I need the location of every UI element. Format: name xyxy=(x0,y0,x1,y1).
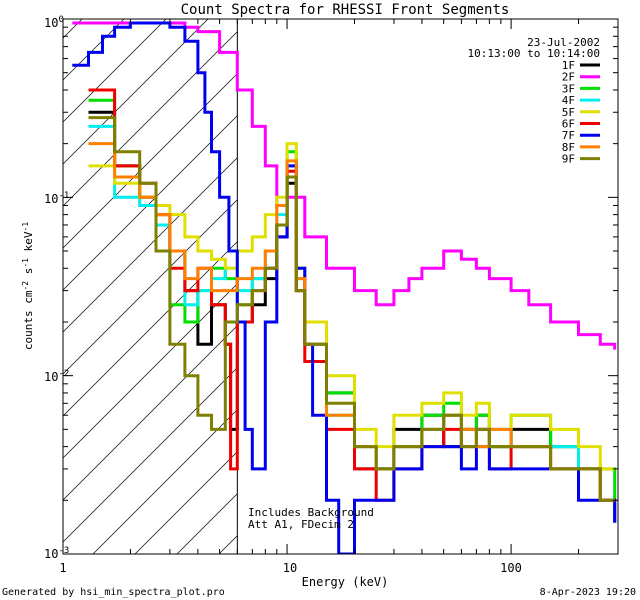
axis-ticks xyxy=(62,19,619,555)
legend-label-5F: 5F xyxy=(562,106,575,119)
series-1F-line xyxy=(88,110,617,523)
legend-label-2F: 2F xyxy=(562,71,575,84)
hatch-line xyxy=(63,115,238,291)
legend-label-4F: 4F xyxy=(562,94,575,107)
series-7F-line xyxy=(72,21,617,554)
legend-label-3F: 3F xyxy=(562,82,575,95)
chart-title: Count Spectra for RHESSI Front Segments xyxy=(181,2,510,18)
y-axis-label: counts cm-2 s-1 keV-1 xyxy=(21,222,35,350)
hatch-line xyxy=(63,367,238,543)
series-group xyxy=(72,21,617,554)
x-tick-label-0: 1 xyxy=(59,561,66,575)
observation-time-range: 10:13:00 to 10:14:00 xyxy=(468,47,600,60)
hatch-line xyxy=(63,19,167,123)
legend-label-7F: 7F xyxy=(562,129,575,142)
hatch-line xyxy=(63,283,238,459)
hatch-line xyxy=(92,409,238,554)
legend-label-1F: 1F xyxy=(562,59,575,72)
footer-timestamp: 8-Apr-2023 19:20 xyxy=(540,587,636,598)
hatch-line xyxy=(429,19,640,554)
legend-label-8F: 8F xyxy=(562,141,575,154)
y-tick-label-1: 10-2 xyxy=(44,369,69,384)
legend-label-6F: 6F xyxy=(562,118,575,131)
footer-generated-by: Generated by hsi_min_spectra_plot.pro xyxy=(2,587,225,598)
y-tick-label-0: 10-3 xyxy=(44,546,69,561)
hatch-line xyxy=(0,19,40,554)
y-tick-label-3: 100 xyxy=(44,15,64,30)
hatch-line xyxy=(63,31,238,207)
series-5F-line xyxy=(88,142,615,471)
series-9F-line xyxy=(88,116,615,502)
x-tick-label-1: 10 xyxy=(283,561,297,575)
hatch-line xyxy=(218,535,238,554)
x-tick-label-2: 100 xyxy=(500,561,522,575)
annotation-background: Includes Background xyxy=(248,506,374,519)
series-3F-line xyxy=(88,98,617,501)
y-tick-label-2: 10-1 xyxy=(44,191,69,206)
hatch-line xyxy=(63,325,238,501)
hatch-line xyxy=(63,73,238,249)
hatch-line xyxy=(63,19,83,39)
hatch-line xyxy=(63,19,209,165)
annotation-attenuator: Att A1, FDecim 2 xyxy=(248,518,354,531)
x-axis-label: Energy (keV) xyxy=(302,575,389,589)
series-2F-line xyxy=(72,21,617,350)
series-8F-line xyxy=(88,142,615,502)
plot-frame xyxy=(62,18,619,555)
series-6F-line xyxy=(88,88,615,502)
hatch-line xyxy=(513,19,640,554)
hatch-line xyxy=(134,451,238,554)
hatch-line xyxy=(63,157,238,333)
hatch-line xyxy=(63,241,238,417)
hatch-line xyxy=(63,199,238,375)
observation-date: 23-Jul-2002 xyxy=(527,36,600,49)
hatch-line xyxy=(387,19,640,554)
series-4F-line xyxy=(88,124,615,502)
legend-label-9F: 9F xyxy=(562,153,575,166)
